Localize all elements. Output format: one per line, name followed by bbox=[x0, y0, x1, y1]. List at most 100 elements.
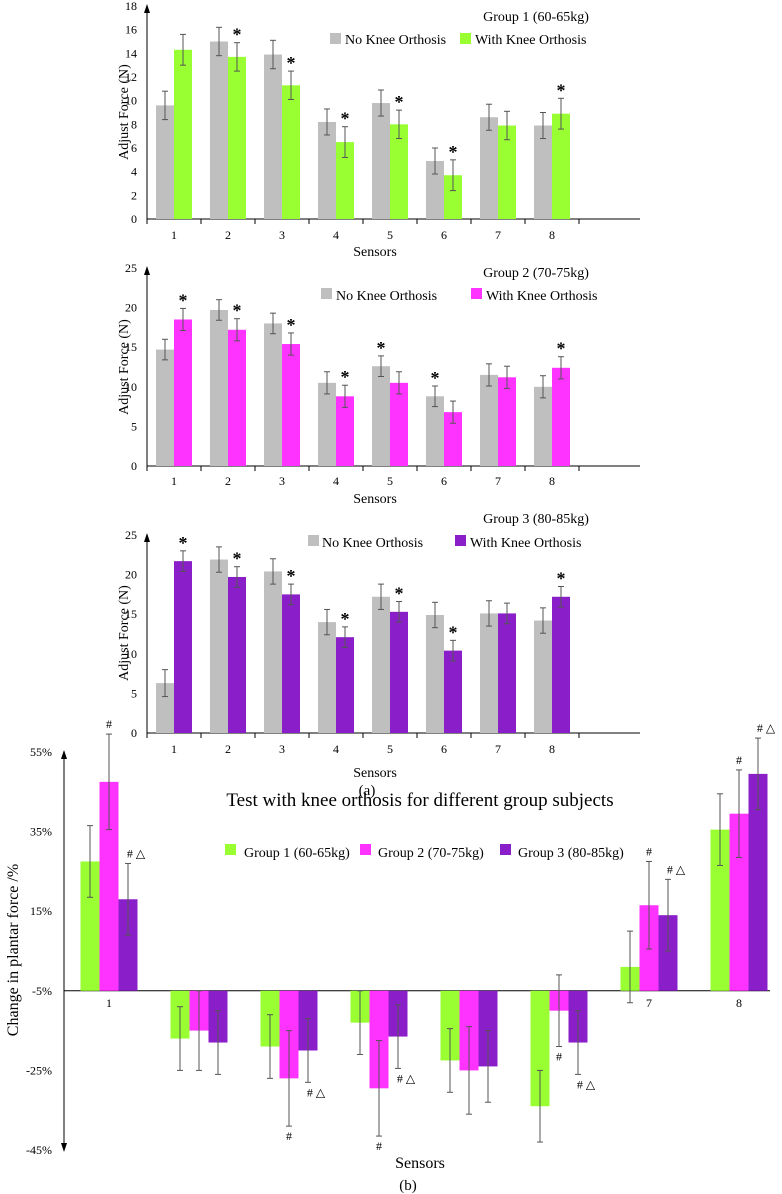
y-tick-label: 15 bbox=[125, 607, 137, 621]
bar bbox=[174, 49, 192, 220]
bar bbox=[552, 596, 570, 733]
bar bbox=[282, 594, 300, 733]
bar bbox=[156, 349, 174, 466]
legend-swatch bbox=[455, 535, 466, 546]
bar bbox=[710, 829, 730, 991]
bar bbox=[372, 366, 390, 466]
bar bbox=[264, 323, 282, 466]
y-tick-label: 5 bbox=[131, 686, 137, 700]
bar bbox=[210, 559, 228, 733]
significance-star: * bbox=[233, 25, 242, 45]
legend-label: With Knee Orthosis bbox=[470, 536, 581, 551]
significance-star: * bbox=[395, 92, 404, 112]
x-tick-label: 7 bbox=[495, 474, 501, 488]
significance-annotation: # △ bbox=[757, 721, 776, 735]
significance-annotation: # bbox=[736, 753, 742, 767]
y-tick-label: 2 bbox=[131, 188, 137, 202]
significance-star: * bbox=[179, 533, 188, 553]
bar bbox=[336, 142, 354, 219]
x-tick-label: 6 bbox=[441, 228, 447, 242]
bar bbox=[530, 990, 550, 1107]
bar bbox=[210, 309, 228, 466]
significance-annotation: # bbox=[556, 1050, 562, 1064]
y-tick-label: 4 bbox=[131, 165, 137, 179]
bar bbox=[444, 175, 462, 219]
x-axis-label: Sensors bbox=[353, 766, 397, 781]
legend-swatch bbox=[500, 844, 511, 855]
y-tick-label: 55% bbox=[30, 745, 52, 759]
significance-annotation: # △ bbox=[127, 846, 146, 860]
legend-label: With Knee Orthosis bbox=[486, 289, 597, 304]
y-axis-label: Change in plantar force /% bbox=[5, 864, 22, 1036]
y-tick-label: -45% bbox=[26, 1143, 52, 1157]
legend-swatch bbox=[330, 33, 341, 44]
x-tick-label: 1 bbox=[171, 228, 177, 242]
x-tick-label: 3 bbox=[279, 474, 285, 488]
bar bbox=[426, 396, 444, 466]
bar bbox=[372, 103, 390, 219]
bar bbox=[426, 614, 444, 733]
x-tick-label: 7 bbox=[495, 742, 501, 756]
bar bbox=[390, 611, 408, 733]
significance-annotation: # bbox=[646, 844, 652, 858]
bar bbox=[552, 367, 570, 466]
bar bbox=[426, 161, 444, 219]
chart-3: 0 5 10 15 20 25 1 2 3 4 5 6 7 8 * * * * * * * Adjust Force (N… bbox=[117, 512, 640, 781]
y-axis-arrow bbox=[144, 4, 150, 13]
chart-2: 0 5 10 15 20 25 1 2 3 4 5 6 7 8 * * * * * * * Adjust Force (N… bbox=[117, 261, 640, 507]
y-tick-label: 8 bbox=[131, 117, 137, 131]
y-tick-label: -5% bbox=[32, 984, 52, 998]
bar bbox=[748, 773, 768, 991]
y-axis-arrow-bottom bbox=[61, 1143, 67, 1152]
y-tick-label: 25 bbox=[125, 261, 137, 275]
y-tick-label: 15 bbox=[125, 340, 137, 354]
group-label: Group 3 (80-85kg) bbox=[483, 512, 589, 527]
y-tick-label: 20 bbox=[125, 568, 137, 582]
y-tick-label: 15% bbox=[30, 904, 52, 918]
x-axis-label: Sensors bbox=[353, 492, 397, 507]
bar bbox=[390, 382, 408, 466]
bar bbox=[228, 56, 246, 220]
significance-star: * bbox=[395, 584, 404, 604]
bar bbox=[118, 899, 138, 991]
chart-4: -45% -25% -5% 15% 35% 55% 1 2 3 4 5 6 7 8 # # △ # # △ # # △… bbox=[5, 717, 776, 1172]
x-tick-label: 2 bbox=[225, 742, 231, 756]
y-tick-label: 18 bbox=[125, 0, 137, 13]
bar bbox=[729, 813, 749, 991]
x-tick-label: 5 bbox=[387, 742, 393, 756]
x-tick-label: 8 bbox=[549, 474, 555, 488]
y-tick-label: 10 bbox=[125, 647, 137, 661]
x-tick-label: 3 bbox=[279, 228, 285, 242]
bar bbox=[534, 620, 552, 733]
x-tick-label: 6 bbox=[441, 742, 447, 756]
bar bbox=[658, 915, 678, 991]
y-axis-arrow bbox=[144, 266, 150, 275]
y-tick-label: 5 bbox=[131, 419, 137, 433]
significance-star: * bbox=[341, 367, 350, 387]
y-axis-arrow bbox=[144, 533, 150, 542]
legend-label: Group 1 (60-65kg) bbox=[244, 846, 350, 861]
significance-star: * bbox=[557, 80, 566, 100]
x-tick-label: 1 bbox=[171, 742, 177, 756]
y-tick-label: 20 bbox=[125, 301, 137, 315]
x-axis-label: Sensors bbox=[353, 245, 397, 260]
bar bbox=[480, 374, 498, 466]
y-tick-label: 12 bbox=[125, 70, 137, 84]
significance-star: * bbox=[287, 315, 296, 335]
x-tick-label: 2 bbox=[225, 228, 231, 242]
x-tick-label: 1 bbox=[106, 996, 112, 1010]
x-tick-label: 1 bbox=[171, 474, 177, 488]
significance-annotation: # bbox=[106, 717, 112, 731]
significance-star: * bbox=[341, 609, 350, 629]
significance-star: * bbox=[233, 549, 242, 569]
bar bbox=[156, 683, 174, 733]
y-axis-label: Adjust Force (N) bbox=[117, 585, 132, 681]
bar bbox=[282, 85, 300, 220]
x-tick-label: 6 bbox=[441, 474, 447, 488]
legend-label: Group 2 (70-75kg) bbox=[378, 846, 484, 861]
bar bbox=[480, 613, 498, 733]
legend-swatch bbox=[360, 844, 371, 855]
bar bbox=[174, 319, 192, 466]
y-tick-label: 0 bbox=[131, 212, 137, 226]
